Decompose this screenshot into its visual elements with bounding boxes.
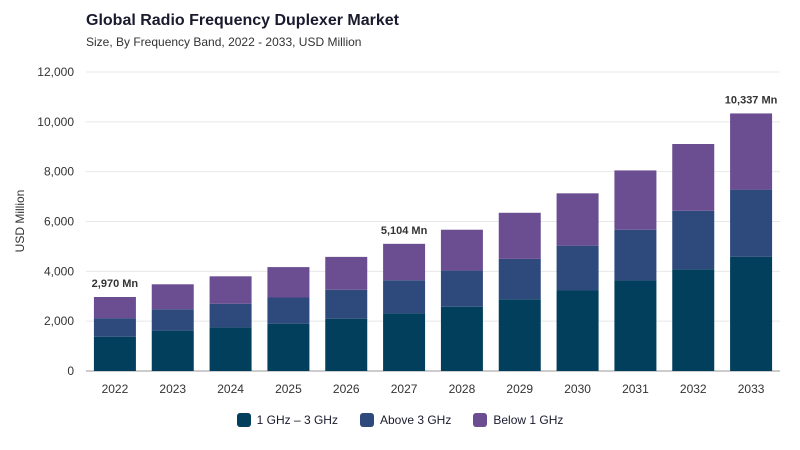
legend-item-above-3ghz: Above 3 GHz	[359, 413, 452, 427]
bar-segment	[267, 297, 310, 324]
bar-segment	[267, 323, 310, 371]
x-tick-label: 2030	[564, 382, 591, 396]
bar-segment	[730, 113, 773, 190]
bar-segment	[151, 330, 194, 371]
x-tick-label: 2031	[622, 382, 649, 396]
y-tick-label: 2,000	[44, 314, 74, 328]
bar-segment	[209, 303, 252, 328]
bar-segment	[730, 256, 773, 371]
bar-segment	[151, 309, 194, 331]
x-tick-label: 2026	[333, 382, 360, 396]
x-tick-label: 2032	[680, 382, 707, 396]
bar-segment	[556, 193, 599, 246]
legend-item-below-1ghz: Below 1 GHz	[473, 413, 563, 427]
x-tick-label: 2023	[159, 382, 186, 396]
bar-segment	[383, 243, 426, 281]
y-tick-label: 4,000	[44, 264, 74, 278]
chart-subtitle: Size, By Frequency Band, 2022 - 2033, US…	[86, 35, 362, 49]
bar-segment	[498, 212, 541, 259]
legend-swatch-below-1ghz	[473, 413, 488, 427]
y-tick-label: 12,000	[37, 65, 74, 79]
x-tick-label: 2024	[217, 382, 244, 396]
bar-segment	[93, 296, 136, 319]
bar-total-annotation: 10,337 Mn	[725, 94, 778, 106]
bar-segment	[498, 258, 541, 300]
bar-segment	[209, 327, 252, 371]
bar-segment	[672, 269, 715, 371]
bar-segment	[325, 289, 368, 319]
bar-segment	[440, 270, 483, 307]
legend-label-below-1ghz: Below 1 GHz	[493, 413, 564, 427]
bar-segment	[383, 313, 426, 371]
y-tick-label: 8,000	[44, 165, 74, 179]
bar-segment	[440, 306, 483, 371]
legend-swatch-1-3ghz	[236, 413, 251, 427]
x-tick-label: 2028	[449, 382, 476, 396]
legend-swatch-above-3ghz	[359, 413, 374, 427]
bar-total-annotation: 2,970 Mn	[92, 278, 139, 290]
legend: 1 GHz – 3 GHz Above 3 GHz Below 1 GHz	[0, 413, 800, 427]
chart-title: Global Radio Frequency Duplexer Market	[86, 12, 399, 29]
x-tick-label: 2027	[391, 382, 418, 396]
bar-segment	[672, 210, 715, 270]
bar-segment	[614, 170, 657, 230]
bar-segment	[267, 267, 310, 298]
bar-segment	[556, 245, 599, 291]
bar-segment	[209, 276, 252, 304]
y-tick-label: 10,000	[37, 115, 74, 129]
bar-segment	[93, 336, 136, 371]
bar-segment	[730, 189, 773, 257]
x-tick-label: 2033	[738, 382, 765, 396]
x-tick-label: 2025	[275, 382, 302, 396]
bar-segment	[325, 318, 368, 371]
y-axis-label: USD Million	[13, 190, 27, 253]
bar-segment	[440, 229, 483, 271]
x-tick-label: 2029	[506, 382, 533, 396]
bar-segment	[325, 256, 368, 290]
x-tick-label: 2022	[102, 382, 129, 396]
bar-segment	[498, 299, 541, 371]
bar-segment	[614, 229, 657, 281]
bar-segment	[93, 318, 136, 337]
bar-segment	[383, 280, 426, 314]
legend-item-1-3ghz: 1 GHz – 3 GHz	[236, 413, 338, 427]
bar-segment	[672, 144, 715, 211]
legend-label-1-3ghz: 1 GHz – 3 GHz	[256, 413, 338, 427]
bar-total-annotation: 5,104 Mn	[381, 225, 428, 237]
legend-label-above-3ghz: Above 3 GHz	[379, 413, 452, 427]
y-tick-label: 0	[67, 364, 74, 378]
y-tick-label: 6,000	[44, 215, 74, 229]
bar-segment	[151, 284, 194, 310]
bar-segment	[556, 290, 599, 371]
bar-segment	[614, 280, 657, 371]
